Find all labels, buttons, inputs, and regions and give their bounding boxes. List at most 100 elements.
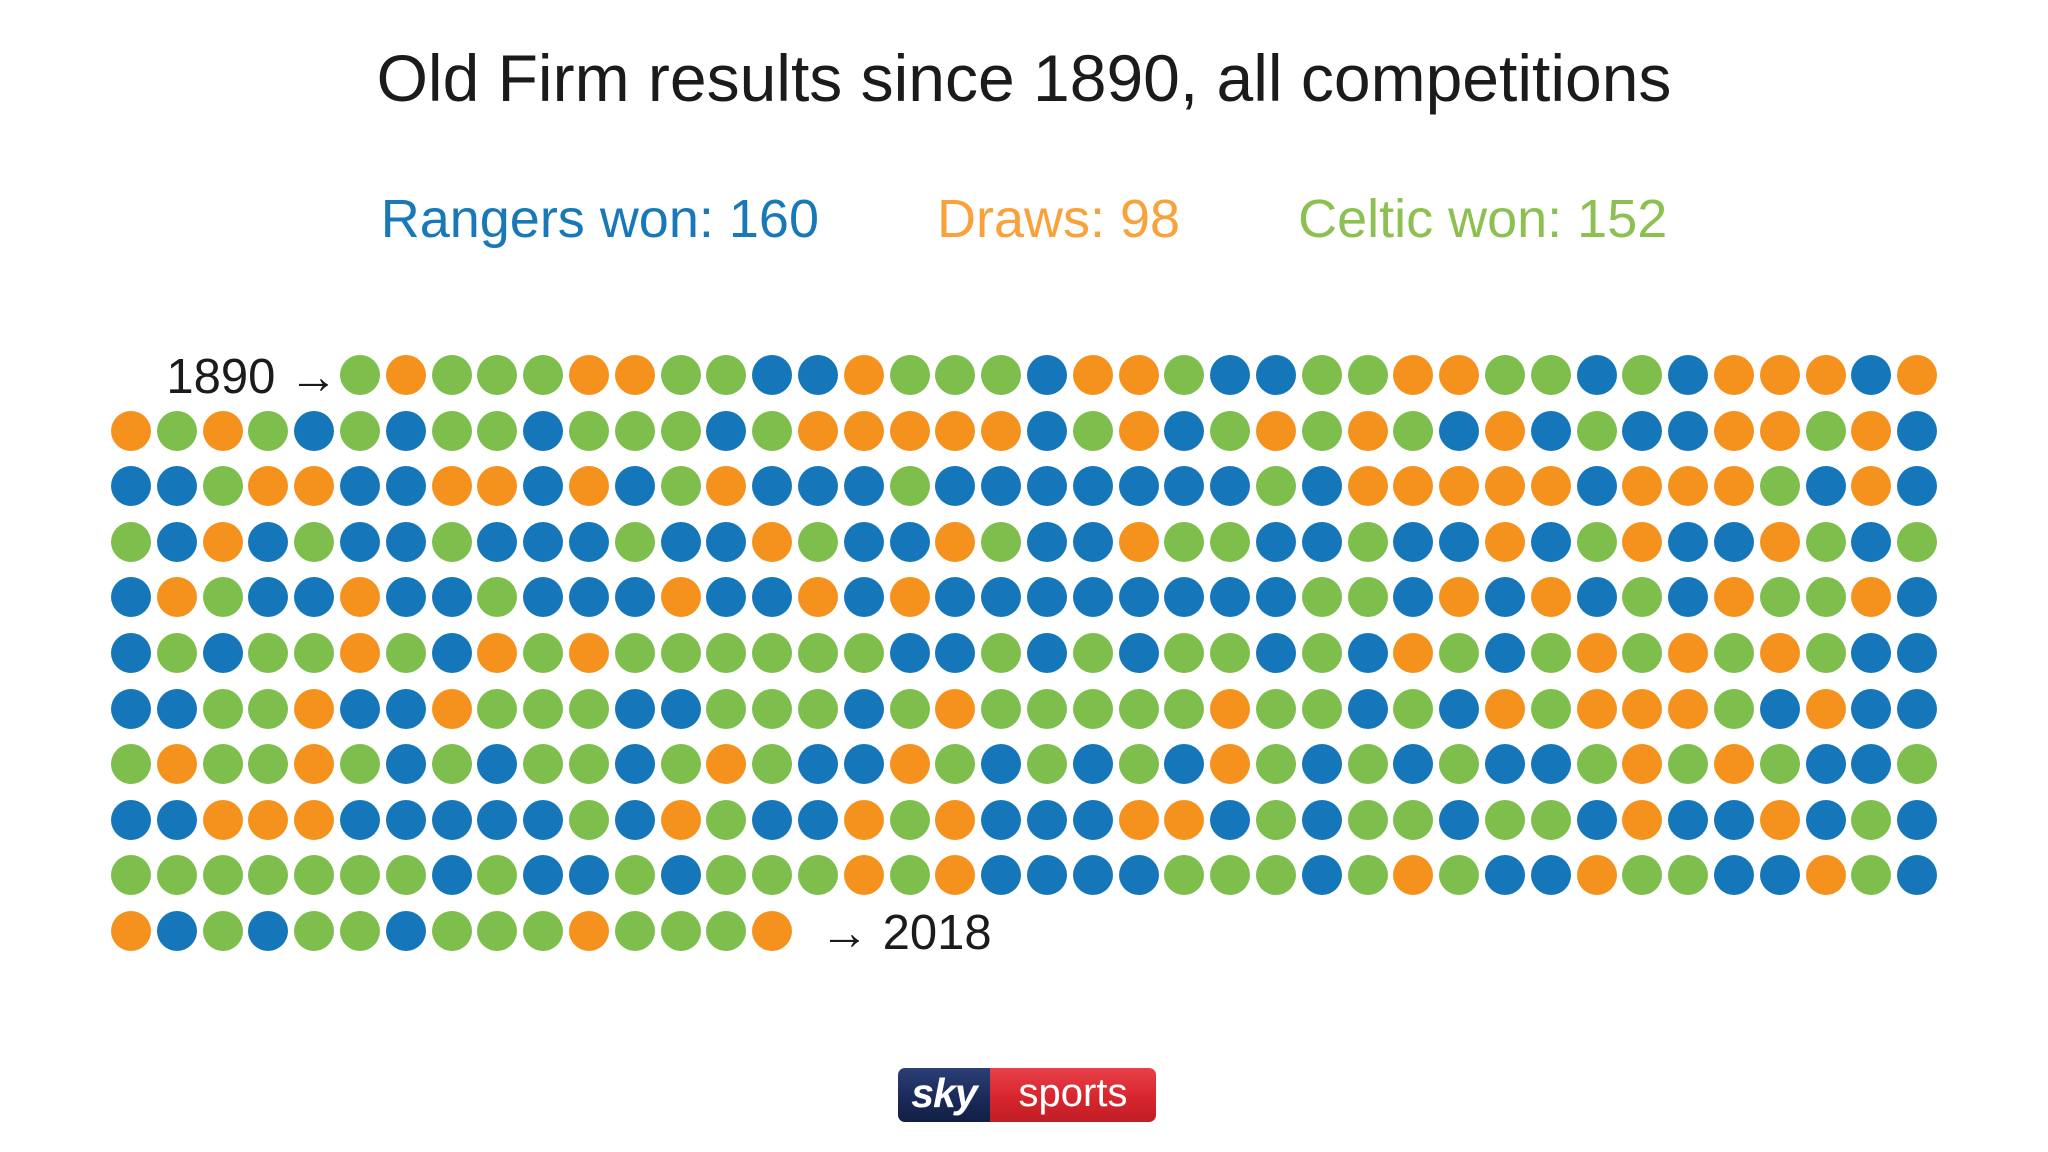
result-dot bbox=[111, 855, 151, 896]
result-dot bbox=[614, 855, 655, 896]
result-dot bbox=[1851, 799, 1892, 840]
result-dot bbox=[111, 744, 151, 785]
result-dot bbox=[935, 466, 976, 507]
result-dot bbox=[294, 799, 335, 840]
result-dot bbox=[1118, 410, 1159, 451]
result-dot bbox=[1439, 410, 1480, 451]
result-dot bbox=[431, 688, 472, 729]
result-dot bbox=[385, 466, 426, 507]
result-dot bbox=[1256, 521, 1296, 562]
result-dot bbox=[431, 521, 472, 562]
result-dot bbox=[248, 633, 289, 673]
result-dot bbox=[477, 744, 518, 785]
result-dot bbox=[1164, 355, 1205, 395]
result-dot bbox=[1759, 410, 1800, 451]
result-dot bbox=[1759, 744, 1800, 785]
result-dot bbox=[798, 355, 838, 395]
result-dot bbox=[1027, 633, 1067, 673]
result-dot bbox=[431, 466, 472, 507]
result-dot bbox=[569, 688, 609, 729]
result-dot bbox=[889, 799, 930, 840]
result-dot bbox=[248, 410, 289, 451]
result-dot bbox=[1301, 355, 1342, 395]
result-dot bbox=[431, 577, 472, 618]
result-dot bbox=[523, 355, 564, 395]
result-dot bbox=[1622, 577, 1663, 618]
result-dot bbox=[889, 410, 930, 451]
result-dot bbox=[660, 410, 701, 451]
result-dot bbox=[1714, 355, 1754, 395]
result-dot bbox=[706, 911, 747, 951]
result-dot bbox=[843, 355, 884, 395]
result-dot bbox=[1393, 744, 1434, 785]
result-dot bbox=[660, 521, 701, 562]
result-dot bbox=[1439, 355, 1480, 395]
result-dot bbox=[843, 577, 884, 618]
legend-draws: Draws: 98 bbox=[936, 189, 1181, 249]
result-dot bbox=[1759, 521, 1800, 562]
result-dot bbox=[614, 410, 655, 451]
result-dot bbox=[1714, 688, 1754, 729]
result-dot bbox=[1897, 799, 1938, 840]
result-dot bbox=[156, 410, 197, 451]
result-dot bbox=[523, 633, 564, 673]
result-dot bbox=[294, 577, 335, 618]
result-dot bbox=[431, 855, 472, 896]
result-dot bbox=[1393, 633, 1434, 673]
result-dot bbox=[1759, 466, 1800, 507]
result-dot bbox=[1256, 355, 1296, 395]
result-dot bbox=[1530, 688, 1571, 729]
result-dot bbox=[1714, 744, 1754, 785]
result-dot bbox=[156, 466, 197, 507]
result-dot bbox=[798, 744, 838, 785]
result-dot bbox=[294, 855, 335, 896]
result-dot bbox=[294, 911, 335, 951]
result-dot bbox=[1347, 466, 1388, 507]
result-dot bbox=[385, 688, 426, 729]
result-dot bbox=[1164, 855, 1205, 896]
result-dot bbox=[340, 855, 380, 896]
result-dot bbox=[1714, 855, 1754, 896]
result-dot bbox=[614, 577, 655, 618]
result-dot bbox=[981, 688, 1022, 729]
result-dot bbox=[1210, 855, 1251, 896]
result-dot bbox=[202, 744, 243, 785]
result-dot bbox=[477, 355, 518, 395]
result-dot bbox=[752, 744, 793, 785]
result-dot bbox=[798, 688, 838, 729]
result-dot bbox=[477, 633, 518, 673]
result-dot bbox=[1347, 577, 1388, 618]
result-dot bbox=[1256, 410, 1296, 451]
result-dot bbox=[706, 633, 747, 673]
result-dot bbox=[1393, 521, 1434, 562]
result-dot bbox=[1210, 466, 1251, 507]
result-dot bbox=[706, 855, 747, 896]
result-dot bbox=[1210, 744, 1251, 785]
result-dot bbox=[1347, 633, 1388, 673]
result-dot bbox=[340, 355, 380, 395]
result-dot bbox=[1622, 633, 1663, 673]
result-dot bbox=[1530, 466, 1571, 507]
result-dot bbox=[1256, 466, 1296, 507]
result-dot bbox=[798, 577, 838, 618]
result-dot bbox=[1897, 521, 1938, 562]
result-dot bbox=[1622, 466, 1663, 507]
result-dot bbox=[1897, 855, 1938, 896]
result-dot bbox=[1118, 855, 1159, 896]
result-dot bbox=[1530, 633, 1571, 673]
result-dot bbox=[614, 466, 655, 507]
result-dot bbox=[1851, 577, 1892, 618]
result-dot bbox=[477, 577, 518, 618]
result-dot bbox=[1576, 633, 1617, 673]
result-dot bbox=[156, 577, 197, 618]
result-dot bbox=[1668, 466, 1709, 507]
result-dot bbox=[569, 855, 609, 896]
result-dot bbox=[1714, 521, 1754, 562]
result-dot bbox=[1805, 855, 1846, 896]
result-dot bbox=[1393, 688, 1434, 729]
result-dot bbox=[752, 466, 793, 507]
result-dot bbox=[1301, 855, 1342, 896]
result-dot bbox=[660, 355, 701, 395]
result-dot bbox=[752, 633, 793, 673]
